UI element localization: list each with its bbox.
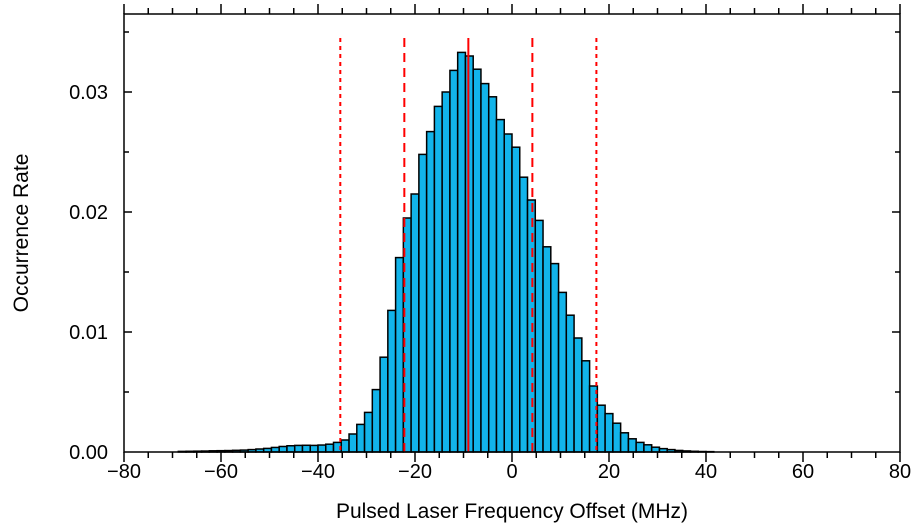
histogram-bar xyxy=(503,133,513,453)
reference-lines xyxy=(339,38,598,452)
plot-frame xyxy=(123,13,901,453)
histogram-bar xyxy=(356,423,366,453)
histogram-bar xyxy=(588,385,599,453)
histogram-bar xyxy=(433,105,443,453)
x-tick-label: −40 xyxy=(301,461,335,483)
x-tick-label: −80 xyxy=(107,461,141,483)
histogram-bar xyxy=(456,51,467,453)
y-tick-label: 0.02 xyxy=(69,202,108,224)
histogram-bar xyxy=(511,146,521,453)
histogram-bar xyxy=(573,337,583,453)
x-tick-label: 60 xyxy=(792,461,814,483)
histogram-bar xyxy=(627,438,637,453)
histogram-bar xyxy=(480,82,490,453)
histogram-bar xyxy=(565,314,575,453)
y-tick-label: 0.00 xyxy=(69,442,108,464)
x-tick-label: 0 xyxy=(506,461,517,483)
histogram-bar xyxy=(534,219,544,453)
histogram-bar xyxy=(604,412,614,453)
histogram-bar xyxy=(278,445,288,453)
x-tick-labels: −80 −60 −40 −20 0 20 40 60 80 xyxy=(107,461,911,483)
histogram-bar xyxy=(495,118,505,453)
histogram-bar xyxy=(581,360,591,453)
histogram-bar xyxy=(643,444,653,453)
axis-ticks xyxy=(123,4,901,462)
histogram-bar xyxy=(286,445,296,453)
histogram-bar xyxy=(418,153,428,453)
y-axis-title: Occurrence Rate xyxy=(10,154,33,313)
x-tick-label: −20 xyxy=(398,461,432,483)
histogram-bar xyxy=(301,444,311,453)
histogram-bar xyxy=(542,246,552,453)
x-tick-label: −60 xyxy=(204,461,238,483)
histogram-bar xyxy=(550,262,560,453)
histogram-bar xyxy=(557,291,568,453)
y-tick-labels: 0.00 0.01 0.02 0.03 xyxy=(69,82,108,464)
x-axis-title: Pulsed Laser Frequency Offset (MHz) xyxy=(336,500,688,523)
histogram-bar xyxy=(441,91,451,453)
y-tick-label: 0.01 xyxy=(69,322,108,344)
histogram-bar xyxy=(410,193,420,453)
histogram-bar xyxy=(487,96,498,453)
y-tick-label: 0.03 xyxy=(69,82,108,104)
histogram-bar xyxy=(619,432,630,453)
histogram-bar xyxy=(472,68,482,453)
x-tick-label: 20 xyxy=(598,461,620,483)
histogram-bar xyxy=(371,388,381,453)
histogram-bar xyxy=(449,69,459,453)
histogram-bar xyxy=(612,422,622,453)
histogram-bar xyxy=(309,444,319,453)
histogram-bar xyxy=(363,411,374,453)
histogram-bar xyxy=(394,256,405,453)
histogram-bar xyxy=(425,130,436,453)
histogram-bar xyxy=(596,404,606,453)
histogram-bar xyxy=(635,441,645,453)
histogram-bar xyxy=(325,443,335,453)
histogram-bar xyxy=(317,444,327,453)
histogram-bar xyxy=(348,433,358,453)
x-tick-label: 40 xyxy=(695,461,717,483)
x-tick-label: 80 xyxy=(889,461,911,483)
histogram-bar xyxy=(519,176,529,453)
histogram-bar xyxy=(293,444,304,453)
histogram-bars xyxy=(177,51,715,453)
histogram-bar xyxy=(340,439,350,453)
histogram-bar xyxy=(379,356,389,453)
histogram-bar xyxy=(387,309,397,453)
